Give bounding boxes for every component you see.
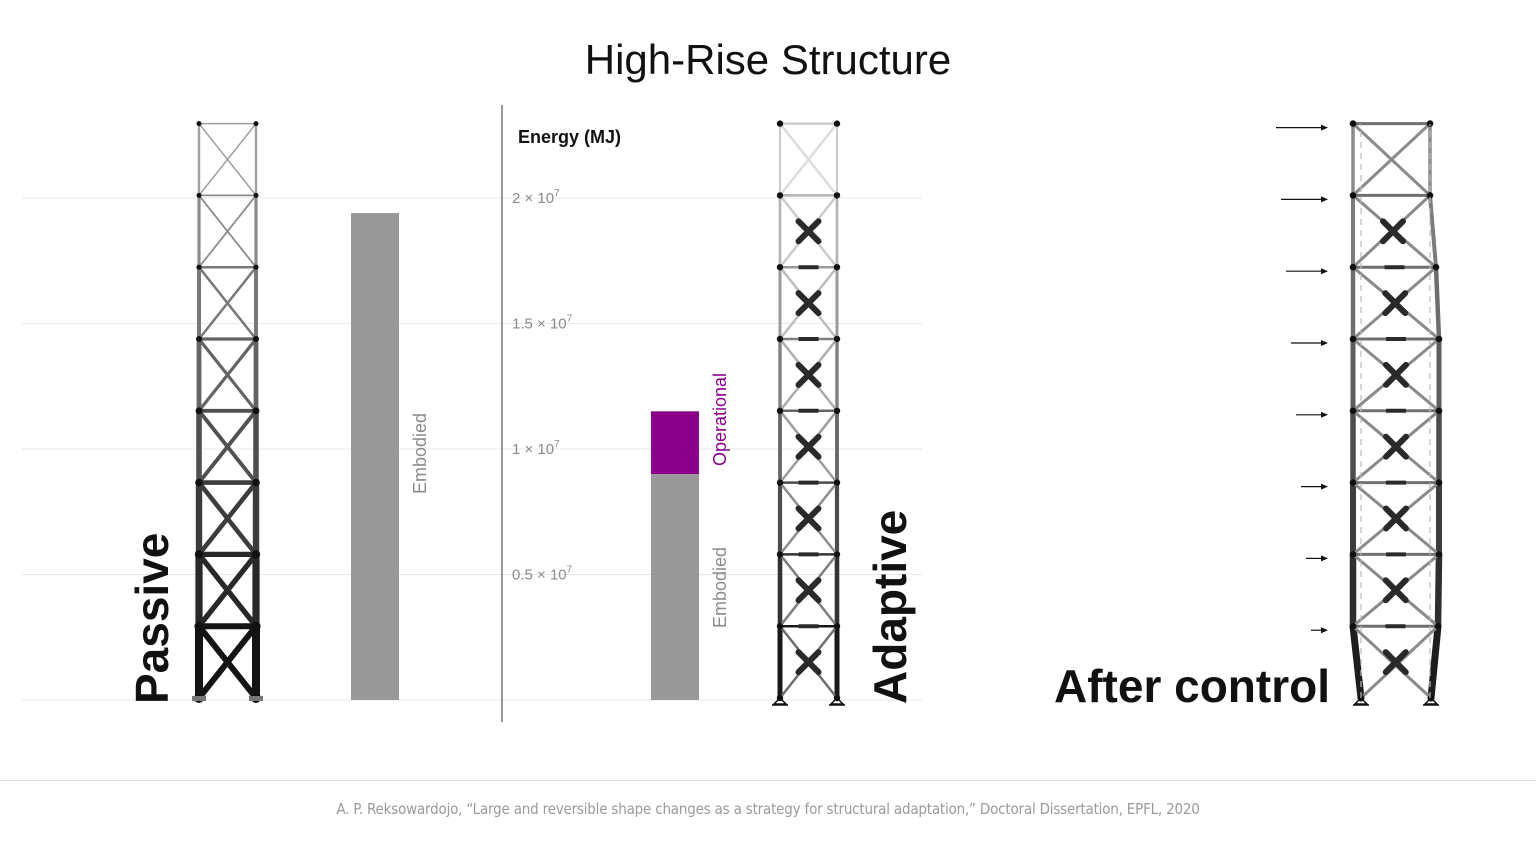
bar-operational-adaptive [651, 411, 699, 475]
gridlines [22, 197, 922, 701]
y-tick-labels: 0.5 × 107 1 × 107 1.5 × 107 2 × 107 [512, 188, 573, 584]
bar-embodied-passive [351, 213, 399, 700]
load-arrows [1276, 124, 1328, 634]
after-control-label: After control [1054, 660, 1330, 712]
y-axis-title: Energy (MJ) [518, 127, 621, 147]
tower-passive [192, 121, 263, 703]
figure-canvas: Energy (MJ) 0.5 × 107 1 × 107 1.5 × 107 2 ×… [22, 105, 1443, 722]
y-tick-label: 1 × 107 [512, 439, 560, 458]
tower-adaptive [772, 120, 845, 706]
embodied-label-passive: Embodied [410, 413, 430, 494]
tower-after-control [1349, 120, 1443, 706]
y-tick-label: 1.5 × 107 [512, 314, 573, 333]
bar-embodied-adaptive [651, 474, 699, 700]
operational-label: Operational [710, 373, 730, 466]
y-tick-label: 2 × 107 [512, 188, 560, 207]
y-tick-label: 0.5 × 107 [512, 565, 573, 584]
adaptive-label: Adaptive [864, 510, 916, 704]
footer-divider [0, 780, 1536, 781]
passive-label: Passive [126, 533, 178, 704]
citation: A. P. Reksowardojo, “Large and reversibl… [336, 800, 1200, 818]
bars [351, 213, 699, 700]
embodied-label-adaptive: Embodied [710, 547, 730, 628]
slide-title: High-Rise Structure [584, 36, 952, 83]
